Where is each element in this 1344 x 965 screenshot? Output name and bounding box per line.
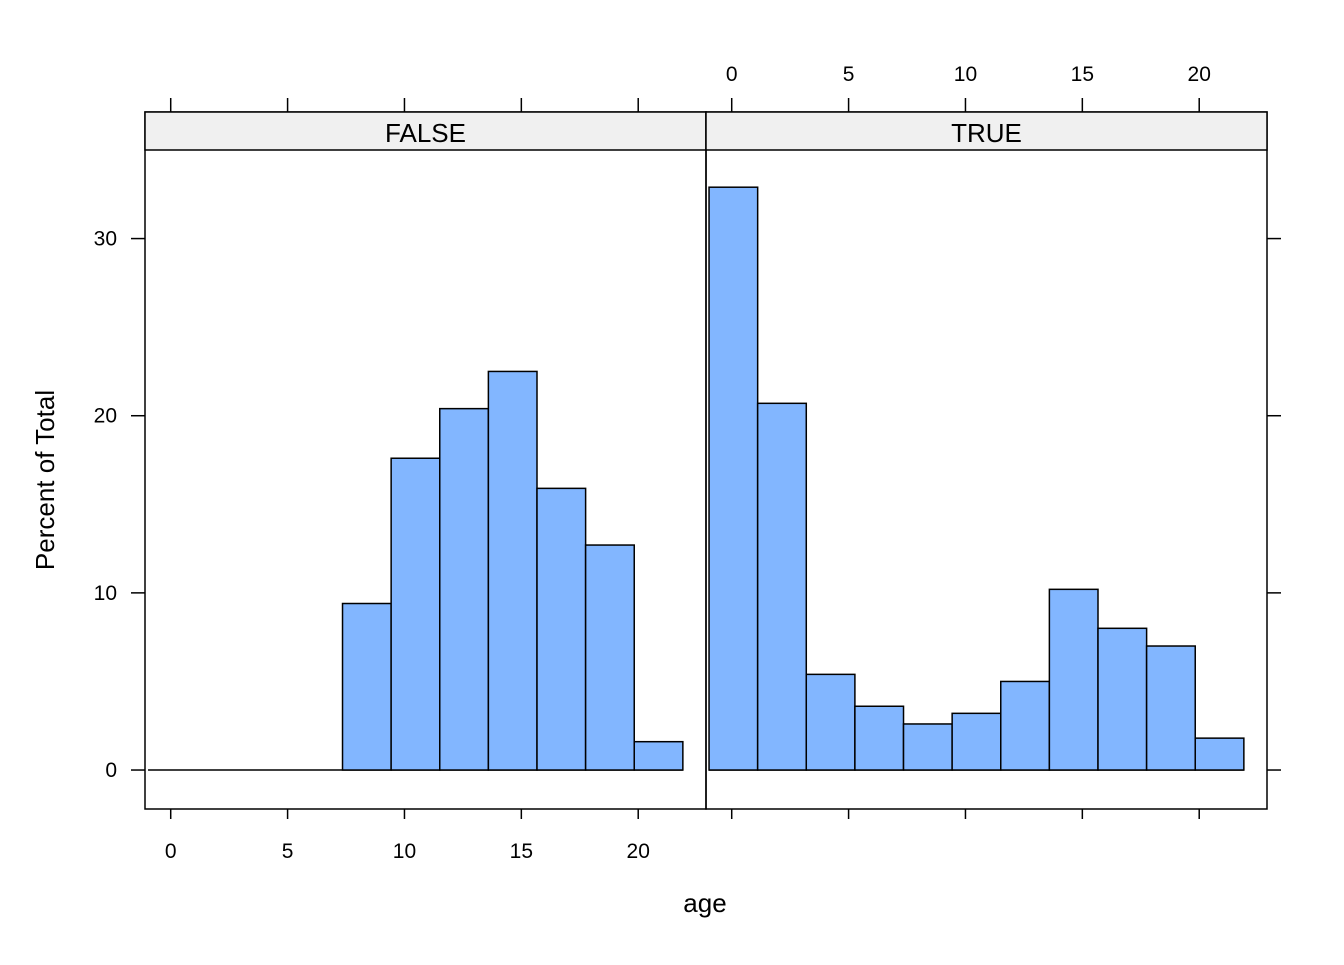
strip-background (144, 111, 707, 151)
panel-false: FALSE (144, 111, 707, 810)
histogram-bar (390, 457, 441, 771)
histogram-bar (487, 370, 538, 771)
histogram-bar (1000, 680, 1051, 771)
x-tick-label: 10 (393, 840, 416, 863)
x-axis-title: age (683, 888, 726, 918)
strip-label: TRUE (951, 118, 1022, 148)
histogram-bar (584, 544, 635, 771)
histogram-bar (902, 723, 953, 771)
strip-label: FALSE (385, 118, 466, 148)
x-tick-label-top: 0 (726, 63, 738, 86)
y-tick-label: 0 (105, 759, 117, 782)
x-tick-label: 15 (510, 840, 533, 863)
histogram-bar (854, 705, 905, 771)
x-tick-label-top: 10 (954, 63, 977, 86)
histogram-bar (756, 402, 808, 771)
x-tick-label: 5 (282, 840, 294, 863)
histogram-bar (341, 602, 392, 771)
histogram-bar (708, 186, 759, 771)
x-tick-label-top: 15 (1071, 63, 1094, 86)
y-tick-label: 30 (94, 228, 117, 251)
histogram-bar (951, 712, 1002, 771)
histogram-bar (1048, 588, 1099, 771)
histogram-bar (633, 740, 684, 771)
strip-background (705, 111, 1268, 151)
y-axis-title: Percent of Total (30, 390, 60, 570)
x-tick-label: 0 (165, 840, 177, 863)
y-tick-label: 20 (94, 405, 117, 428)
x-tick-label-top: 5 (843, 63, 855, 86)
panel-true: TRUE (705, 111, 1268, 810)
x-tick-label: 20 (627, 840, 650, 863)
histogram-bar (1097, 627, 1148, 771)
histogram-bar (1145, 645, 1196, 771)
histogram-bar (439, 407, 490, 771)
x-tick-label-top: 20 (1188, 63, 1211, 86)
histogram-bar (805, 673, 856, 771)
y-tick-label: 10 (94, 582, 117, 605)
histogram-bar (536, 487, 587, 771)
histogram-bar (1194, 737, 1245, 771)
